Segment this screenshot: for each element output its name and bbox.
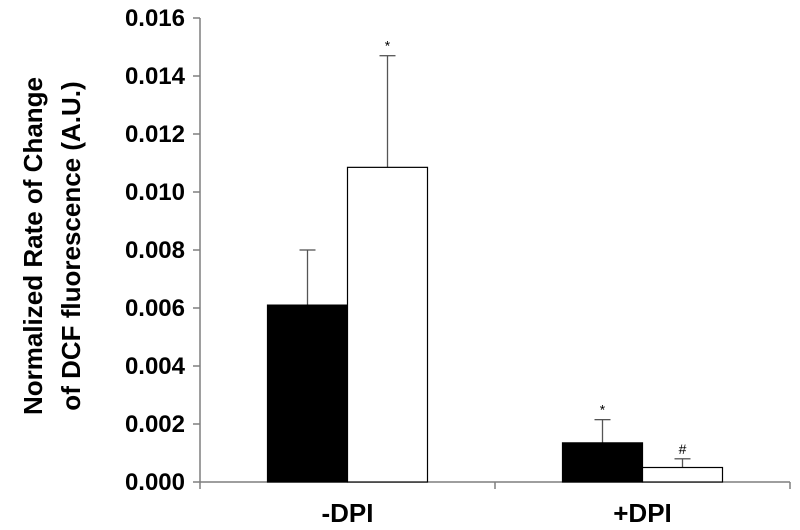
bar: [266, 304, 349, 483]
bar: [561, 442, 644, 483]
y-tick-label: 0.000: [125, 469, 185, 496]
y-axis-title-line: of DCF fluorescence (A.U.): [56, 81, 86, 410]
y-tick-label: 0.008: [125, 237, 185, 264]
y-tick-label: 0.002: [125, 411, 185, 438]
category-label: -DPI: [322, 498, 374, 528]
category-label: +DPI: [613, 498, 672, 528]
y-tick-label: 0.014: [125, 63, 186, 90]
bar: [641, 466, 724, 483]
significance-marker: *: [385, 38, 391, 54]
significance-marker: #: [679, 441, 687, 457]
y-tick-label: 0.012: [125, 121, 185, 148]
y-tick-label: 0.010: [125, 179, 185, 206]
y-tick-label: 0.004: [125, 353, 186, 380]
y-axis-title: Normalized Rate of Change of DCF fluoresc…: [18, 77, 86, 415]
y-tick-labels: 0.000 0.002 0.004 0.006 0.008 0.010 0.012 0.014…: [125, 5, 186, 496]
significance-marker: *: [600, 402, 606, 418]
y-tick-label: 0.016: [125, 5, 185, 32]
y-axis-title-line: Normalized Rate of Change: [18, 77, 48, 415]
category-labels: -DPI +DPI: [322, 498, 672, 528]
bars: * * #: [266, 38, 724, 483]
bar: [346, 166, 429, 483]
y-tick-label: 0.006: [125, 295, 185, 322]
